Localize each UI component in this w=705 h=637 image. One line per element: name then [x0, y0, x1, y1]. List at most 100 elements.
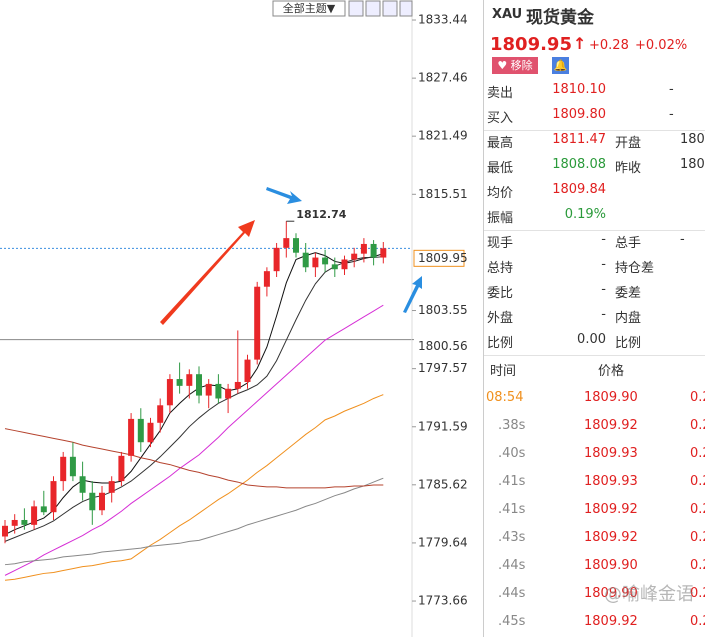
y-tick-label: 1815.51 — [418, 187, 468, 201]
tick-price: 1809.92 — [584, 502, 638, 517]
row-label: 委比 — [487, 286, 514, 301]
candle-body — [351, 253, 358, 260]
theme-button-label[interactable]: 全部主题▼ — [283, 1, 336, 15]
tick-volume: 0.2 — [690, 558, 705, 573]
row-value: 1809 — [680, 157, 705, 172]
candle-body — [99, 492, 105, 511]
theme-button[interactable] — [272, 0, 346, 17]
candle-body — [234, 381, 241, 389]
candle-body — [118, 455, 125, 482]
row-label: 最高 — [487, 136, 514, 151]
candle-body — [370, 243, 377, 258]
row-value: 1809 — [680, 132, 705, 147]
alert-button[interactable]: 🔔 — [552, 57, 569, 74]
row-label: 外盘 — [487, 311, 514, 326]
candle-body — [166, 379, 173, 406]
separator — [484, 130, 705, 131]
candle-body — [312, 257, 319, 268]
ma-line — [4, 394, 384, 581]
tick-time: .41s — [498, 502, 526, 517]
separator — [484, 230, 705, 231]
candle-body — [186, 374, 193, 386]
y-tick-label: 1797.57 — [418, 361, 468, 375]
name: 现货黄金 — [526, 8, 594, 28]
ticks-header: 价格 — [598, 364, 625, 379]
tool-icon[interactable] — [365, 0, 381, 17]
red-arrow — [160, 220, 255, 325]
row-value: - — [669, 107, 674, 122]
tick-price: 1809.90 — [584, 558, 638, 573]
ma-line — [4, 304, 384, 576]
row-label: 最低 — [487, 161, 514, 176]
quote-panel: XAU 现货黄金 1809.95 ↑ +0.28 +0.02% ♥ 移除 🔔 卖… — [483, 0, 705, 637]
row-label: 卖出 — [487, 86, 514, 101]
row-value: - — [601, 282, 606, 297]
blue-arrow — [266, 187, 302, 204]
tick-volume: 0.2 — [690, 474, 705, 489]
row-value: - — [601, 257, 606, 272]
tick-price: 1809.92 — [584, 418, 638, 433]
candle-body — [196, 374, 202, 396]
remove-label[interactable]: 移除 — [510, 59, 533, 72]
tick-price: 1809.90 — [584, 390, 638, 405]
separator — [484, 355, 705, 356]
row-value: 0.19% — [564, 207, 606, 222]
candle-body — [341, 259, 348, 270]
candle-body — [157, 405, 164, 423]
candle-body — [21, 519, 28, 525]
candle-body — [69, 456, 76, 477]
ma-line — [4, 428, 384, 489]
tick-time: .43s — [498, 530, 526, 545]
tick-time: .38s — [498, 418, 526, 433]
candle-body — [360, 243, 367, 254]
row-value: 1810.10 — [552, 82, 606, 97]
candle-body — [302, 252, 309, 268]
y-tick-label: 1791.59 — [418, 419, 468, 433]
y-tick-label: 1779.64 — [418, 535, 468, 549]
row-label: 均价 — [487, 186, 514, 201]
y-tick-label: 1785.62 — [418, 477, 468, 491]
y-tick-label: 1833.44 — [418, 13, 468, 27]
ticks-header: 时间 — [490, 364, 517, 379]
up-arrow: ↑ — [573, 34, 587, 53]
tick-price: 1809.93 — [584, 446, 638, 461]
row-label: 昨收 — [615, 161, 642, 176]
tool-icon[interactable] — [382, 0, 398, 17]
row-value: 0.00 — [577, 332, 606, 347]
current-price-label: 1809.95 — [418, 251, 468, 265]
candle-body — [108, 481, 115, 493]
tick-time: 08:54 — [486, 390, 524, 405]
candle-body — [215, 383, 222, 399]
candle-body — [147, 422, 154, 443]
current-price-box — [413, 249, 465, 267]
tick-volume: 0.2 — [690, 446, 705, 461]
row-value: - — [601, 307, 606, 322]
candle-body — [322, 257, 329, 265]
tool-icon[interactable] — [399, 0, 413, 17]
row-label: 委差 — [615, 286, 642, 301]
candle-body — [60, 456, 67, 482]
row-label: 持仓差 — [615, 261, 655, 276]
symbol: XAU — [492, 7, 523, 22]
tick-time: .44s — [498, 586, 526, 601]
candle-body — [225, 388, 232, 399]
candle-body — [128, 418, 135, 456]
candle-body — [176, 379, 183, 386]
y-tick-label: 1803.55 — [418, 303, 468, 317]
row-value: 1811.47 — [552, 132, 606, 147]
high-annotation: 1812.74 — [296, 208, 346, 221]
candle-body — [50, 481, 57, 513]
row-value: - — [669, 82, 674, 97]
watermark: @喻峰金语 — [604, 584, 694, 605]
tick-time: .44s — [498, 558, 526, 573]
candle-body — [380, 248, 387, 258]
row-label: 现手 — [487, 236, 514, 251]
tool-icon[interactable] — [348, 0, 364, 17]
y-tick-label: 1827.46 — [418, 71, 468, 85]
row-label: 比例 — [487, 336, 514, 351]
row-label: 总持 — [487, 261, 514, 276]
tick-time: .45s — [498, 614, 526, 629]
remove-button[interactable]: ♥ 移除 — [492, 57, 538, 74]
y-tick-label: 1773.66 — [418, 594, 468, 608]
